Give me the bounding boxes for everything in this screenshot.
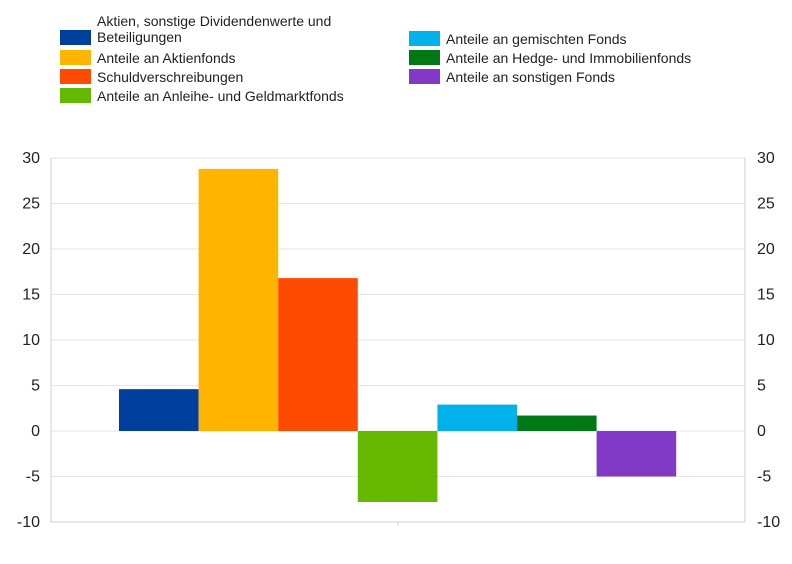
y-tick-label-left: 30 [22, 150, 40, 167]
y-tick-label-right: 0 [757, 423, 766, 440]
y-tick-label-right: 30 [757, 150, 775, 167]
right-axis-ticks: 30 25 20 15 10 5 0 -5 -10 [757, 150, 780, 531]
y-tick-label-left: 10 [22, 332, 40, 349]
y-tick-label-left: 5 [31, 378, 40, 395]
y-tick-label-left: 25 [22, 196, 40, 213]
legend-label: Schuldverschreibungen [97, 69, 244, 85]
legend-item-aktien: Aktien, sonstige Dividendenwerte und Bet… [60, 13, 331, 45]
y-tick-label-left: -5 [26, 469, 40, 486]
y-tick-label-right: -5 [757, 469, 771, 486]
bar [517, 415, 597, 431]
y-tick-label-left: -10 [17, 514, 40, 531]
legend-item-schuldverschreibungen: Schuldverschreibungen [60, 69, 243, 85]
bar [357, 431, 438, 502]
left-axis-ticks: 30 25 20 15 10 5 0 -5 -10 [17, 150, 40, 531]
legend-label: Anteile an Hedge- und Immobilienfonds [446, 50, 692, 66]
y-tick-label-left: 15 [22, 287, 40, 304]
axes [50, 158, 746, 526]
legend-label: Anteile an Aktienfonds [97, 50, 236, 66]
bar [437, 404, 517, 431]
legend-item-anleihefonds: Anteile an Anleihe- und Geldmarktfonds [60, 88, 344, 104]
legend-swatch [409, 50, 440, 65]
bar [596, 431, 677, 477]
legend-label: Anteile an gemischten Fonds [446, 31, 627, 47]
y-tick-label-left: 20 [22, 241, 40, 258]
legend-swatch [60, 50, 91, 65]
legend-swatch [60, 69, 91, 84]
legend-item-hedgefonds: Anteile an Hedge- und Immobilienfonds [409, 50, 691, 66]
bar [198, 168, 279, 432]
legend-swatch [409, 31, 440, 46]
bars [119, 168, 677, 502]
legend-label: Anteile an Anleihe- und Geldmarktfonds [97, 88, 344, 104]
legend-swatch [409, 69, 440, 84]
y-tick-label-right: 20 [757, 241, 775, 258]
legend-label: Anteile an sonstigen Fonds [446, 69, 615, 85]
legend-label: Aktien, sonstige Dividendenwerte und Bet… [97, 13, 331, 45]
y-tick-label-right: 5 [757, 378, 766, 395]
legend-swatch [60, 88, 91, 103]
bar [119, 389, 199, 431]
y-tick-label-right: -10 [757, 514, 780, 531]
y-tick-label-right: 25 [757, 196, 775, 213]
y-tick-label-right: 10 [757, 332, 775, 349]
chart-legend: Aktien, sonstige Dividendenwerte und Bet… [0, 0, 792, 110]
legend-swatch [60, 30, 91, 45]
y-tick-label-right: 15 [757, 287, 775, 304]
legend-item-sonstige-fonds: Anteile an sonstigen Fonds [409, 69, 615, 85]
legend-label-line: Aktien, sonstige Dividendenwerte und [97, 13, 332, 29]
legend-label-line: Beteiligungen [97, 29, 182, 45]
y-tick-label-left: 0 [31, 423, 40, 440]
bar [278, 278, 358, 431]
legend-item-gemischte-fonds: Anteile an gemischten Fonds [409, 31, 627, 47]
legend-item-aktienfonds: Anteile an Aktienfonds [60, 50, 236, 66]
